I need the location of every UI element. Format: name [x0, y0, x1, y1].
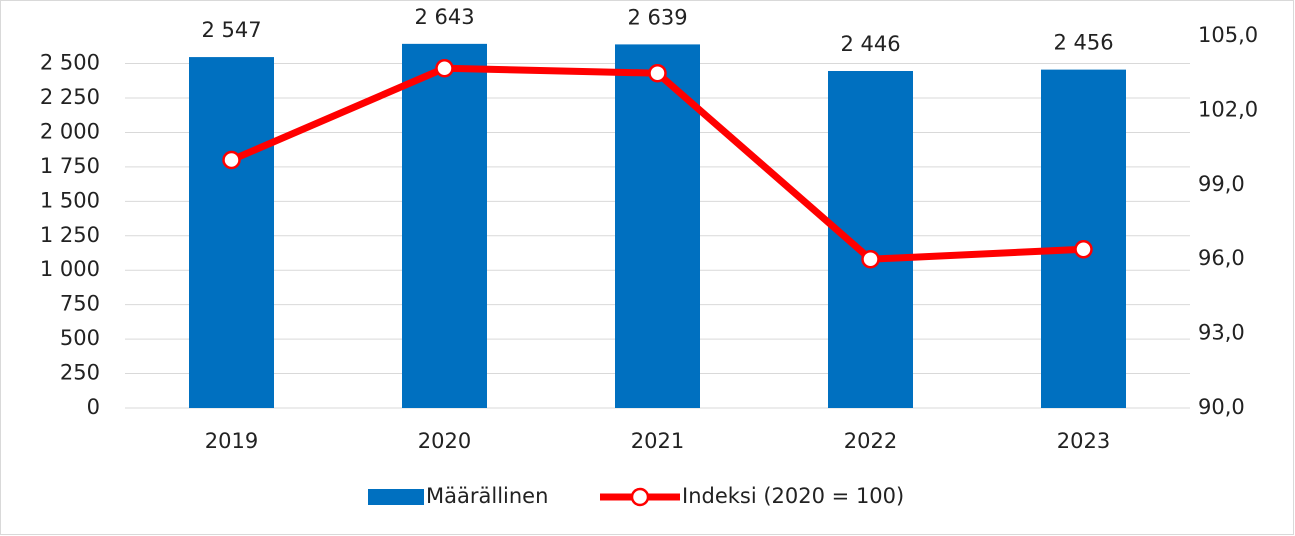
line-marker [435, 58, 454, 78]
x-tick-label: 2021 [631, 429, 684, 453]
x-tick-label: 2023 [1057, 429, 1110, 453]
y2-tick-label: 105,0 [1198, 23, 1258, 47]
bar [1041, 69, 1126, 409]
y2-tick-label: 102,0 [1198, 97, 1258, 121]
y-tick-label: 1 250 [40, 223, 100, 247]
y-tick-label: 2 250 [40, 85, 100, 109]
data-label: 2 547 [201, 18, 261, 42]
y-tick-label: 750 [60, 292, 100, 316]
bar [402, 43, 487, 408]
line-marker [648, 63, 667, 83]
line-marker [861, 249, 880, 269]
y2-tick-label: 99,0 [1198, 172, 1245, 196]
bar [189, 57, 274, 409]
legend-label: Määrällinen [426, 484, 548, 508]
line-marker [222, 150, 241, 170]
line-marker [1074, 240, 1093, 259]
legend-swatch [368, 489, 424, 505]
data-label: 2 446 [840, 32, 900, 56]
bar [615, 44, 700, 408]
y2-tick-label: 96,0 [1198, 246, 1245, 270]
data-label: 2 643 [414, 5, 474, 29]
bar [828, 70, 913, 409]
y-tick-label: 1 500 [40, 188, 100, 212]
y-tick-label: 500 [60, 326, 100, 350]
y-tick-label: 2 500 [40, 51, 100, 75]
y-tick-label: 2 000 [40, 119, 100, 143]
y-tick-label: 1 750 [40, 154, 100, 178]
legend-label: Indeksi (2020 = 100) [682, 484, 904, 508]
y-tick-label: 1 000 [40, 257, 100, 281]
y2-tick-label: 90,0 [1198, 395, 1245, 419]
data-label: 2 639 [627, 5, 687, 29]
x-tick-label: 2019 [205, 429, 258, 453]
data-label: 2 456 [1053, 31, 1113, 55]
y-tick-label: 250 [60, 361, 100, 385]
x-tick-label: 2020 [418, 429, 471, 453]
y2-tick-label: 93,0 [1198, 321, 1245, 345]
legend-marker [630, 487, 650, 507]
x-tick-label: 2022 [844, 429, 897, 453]
y-tick-label: 0 [87, 395, 100, 419]
